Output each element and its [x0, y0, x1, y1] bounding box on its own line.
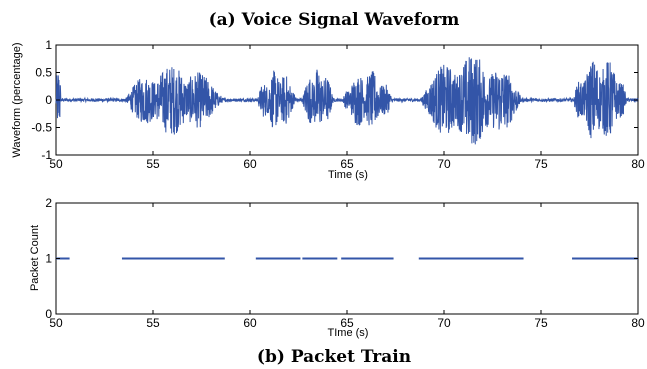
chart-a-xlabel: Time (s): [328, 169, 368, 181]
chart-b-xtick-label: 65: [340, 316, 354, 330]
chart-a-ytick-label: 1: [45, 38, 52, 52]
chart-b-ylabel: Packet Count: [29, 225, 41, 291]
chart-b-xtick-label: 50: [49, 316, 63, 330]
chart-b-xtick-label: 80: [631, 316, 645, 330]
chart-a-waveform-line: [55, 57, 639, 145]
chart-a-ylabel: Waveform (percentage): [11, 42, 23, 157]
chart-b-xtick-label: 55: [146, 316, 160, 330]
chart-b-xlabel: TIme (s): [328, 327, 369, 339]
chart-a-xtick-label: 80: [631, 157, 645, 171]
chart-b-xtick-label: 70: [437, 316, 451, 330]
chart-b-ytick-label: 1: [45, 252, 52, 266]
chart-a-xtick-label: 50: [49, 157, 63, 171]
chart-b-ytick-label: 2: [45, 196, 52, 210]
chart-b-xtick-label: 75: [534, 316, 548, 330]
chart-a-ytick-label: -1: [41, 148, 52, 162]
chart-a-xtick-label: 75: [534, 157, 548, 171]
chart-a-xtick-label: 55: [146, 157, 160, 171]
chart-a-series: [55, 57, 639, 145]
chart-a-xtick-label: 60: [243, 157, 257, 171]
chart-a-xtick-label: 70: [437, 157, 451, 171]
chart-b-ytick-label: 0: [45, 307, 52, 321]
chart-a-xtick-label: 65: [340, 157, 354, 171]
chart-b-title: (b) Packet Train: [257, 347, 411, 367]
chart-a-ytick-label: 0: [45, 93, 52, 107]
chart-b-xtick-label: 60: [243, 316, 257, 330]
chart-a-title: (a) Voice Signal Waveform: [209, 10, 460, 30]
chart-a: 50 55 60 65 70 75 80 -1 -0.5 0 0.5 1 Time (s) Wavef…: [11, 38, 645, 181]
chart-a-ytick-label: -0.5: [31, 121, 52, 135]
chart-b: 50 55 60 65 70 75 80 0 1 2 TIme (s) Packet Count: [29, 196, 645, 339]
chart-a-ytick-label: 0.5: [35, 66, 52, 80]
